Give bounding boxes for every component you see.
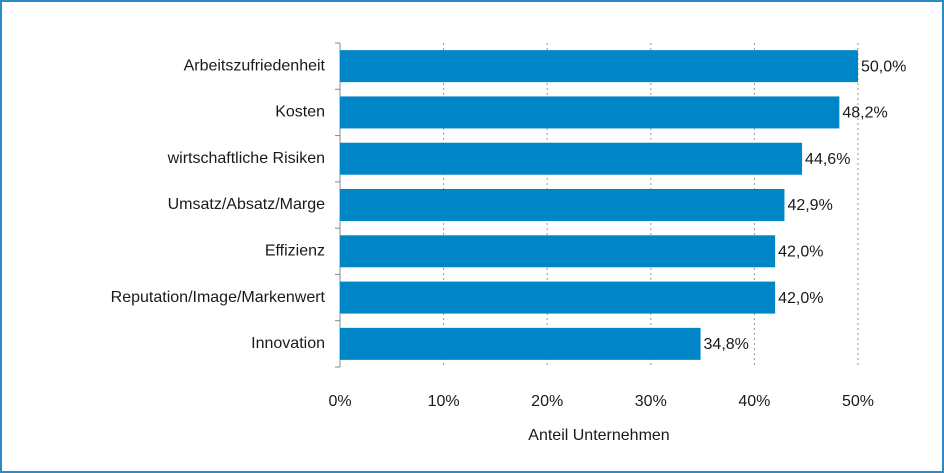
bar: [340, 142, 803, 175]
bar: [340, 189, 785, 221]
x-tick-label: 50%: [842, 393, 874, 410]
bar: [340, 96, 840, 129]
y-tick-label: wirtschaftliche Risiken: [167, 150, 325, 167]
x-tick-label: 30%: [635, 393, 667, 410]
data-label: 50,0%: [861, 58, 906, 75]
data-label: 42,0%: [778, 290, 823, 307]
x-tick-label: 0%: [328, 393, 351, 410]
y-tick-label: Reputation/Image/Markenwert: [111, 289, 326, 306]
y-tick-label: Innovation: [251, 335, 325, 352]
data-label: 42,0%: [778, 244, 823, 261]
data-label: 42,9%: [787, 197, 832, 214]
x-tick-label: 10%: [428, 393, 460, 410]
data-label: 44,6%: [805, 151, 850, 168]
x-tick-label: 20%: [531, 393, 563, 410]
y-tick-label: Umsatz/Absatz/Marge: [168, 196, 325, 213]
data-label: 34,8%: [704, 336, 749, 353]
bar: [340, 235, 776, 268]
bar: [340, 50, 858, 83]
x-axis-label: Anteil Unternehmen: [528, 427, 669, 444]
data-label: 48,2%: [842, 105, 887, 122]
x-tick-label: 40%: [738, 393, 770, 410]
y-tick-label: Kosten: [275, 104, 325, 121]
bar: [340, 281, 776, 314]
y-tick-label: Effizienz: [265, 243, 325, 260]
bar: [340, 327, 701, 360]
y-tick-label: Arbeitszufriedenheit: [184, 57, 326, 74]
